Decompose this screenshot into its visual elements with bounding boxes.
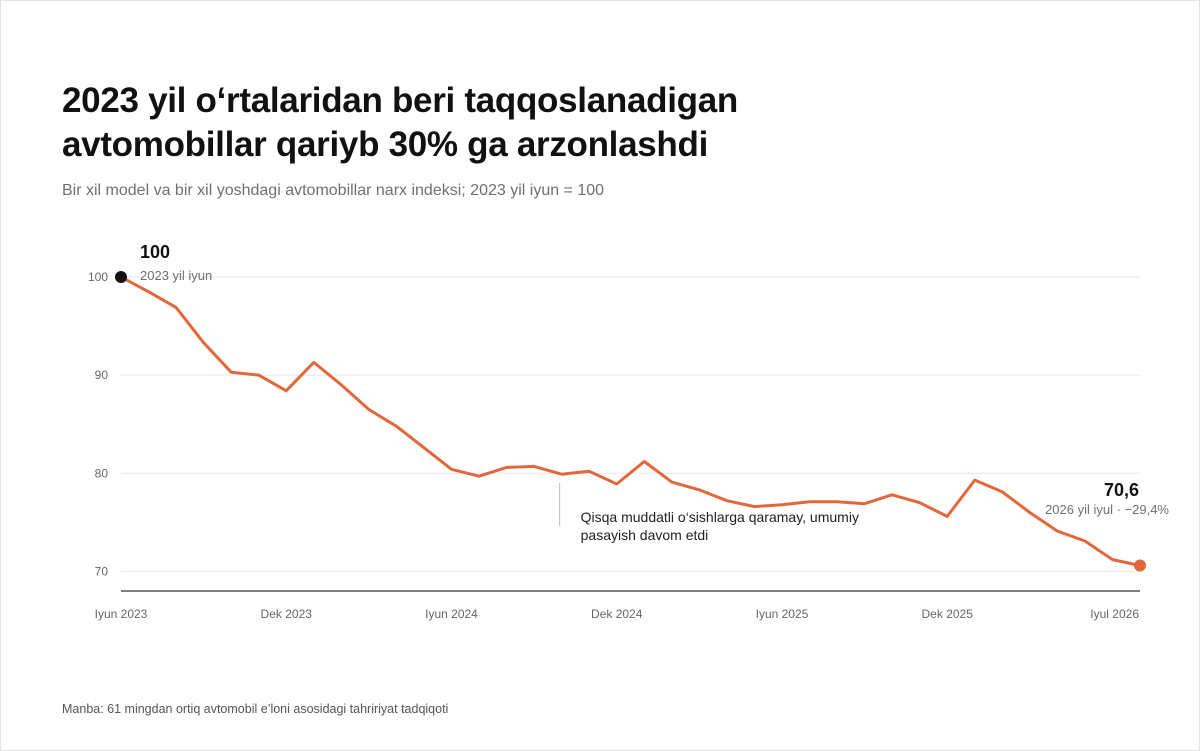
marker-layer [115, 271, 1146, 572]
axis-layer: 70 80 90 100 Iyun 2023 Dek 2023 Iyun 2024 Dek 2… [88, 270, 1140, 621]
source-note: Manba: 61 mingdan ortiq avtomobil e’loni… [62, 702, 449, 716]
end-marker [1134, 559, 1146, 572]
end-value-label: 70,6 [1104, 480, 1139, 500]
annotation-layer: 100 2023 yil iyun 70,6 2026 yil iyul · −29,… [140, 242, 1169, 543]
x-tick-label: Dek 2023 [261, 607, 313, 621]
chart-title-line-2: avtomobillar qariyb 30% ga arzonlashdi [62, 125, 709, 164]
x-tick-label: Iyun 2024 [425, 607, 478, 621]
y-tick-label: 80 [95, 466, 109, 480]
end-date-label: 2026 yil iyul · −29,4% [1045, 502, 1169, 517]
x-tick-label: Iyun 2025 [756, 607, 809, 621]
start-marker [115, 271, 127, 283]
note-text-line-2: pasayish davom etdi [581, 527, 709, 543]
start-date-label: 2023 yil iyun [140, 268, 212, 283]
x-tick-label: Dek 2025 [922, 607, 974, 621]
y-tick-label: 90 [95, 368, 109, 382]
y-tick-label: 100 [88, 270, 108, 284]
x-tick-label: Dek 2024 [591, 607, 643, 621]
note-text-line-1: Qisqa muddatli o‘sishlarga qaramay, umum… [581, 509, 859, 525]
series-line [119, 275, 1142, 567]
x-tick-label: Iyul 2026 [1090, 607, 1139, 621]
chart-title: 2023 yil o‘rtalaridan beri taqqoslanadig… [62, 79, 962, 167]
chart-subtitle: Bir xil model va bir xil yoshdagi avtomo… [62, 182, 605, 199]
line-layer [119, 275, 1142, 567]
x-tick-label: Iyun 2023 [95, 607, 148, 621]
start-value-label: 100 [140, 242, 170, 262]
y-tick-label: 70 [95, 564, 109, 578]
line-chart: 70 80 90 100 Iyun 2023 Dek 2023 Iyun 2024 Dek 2… [88, 242, 1169, 621]
chart-title-line-1: 2023 yil o‘rtalaridan beri taqqoslanadig… [62, 81, 738, 120]
